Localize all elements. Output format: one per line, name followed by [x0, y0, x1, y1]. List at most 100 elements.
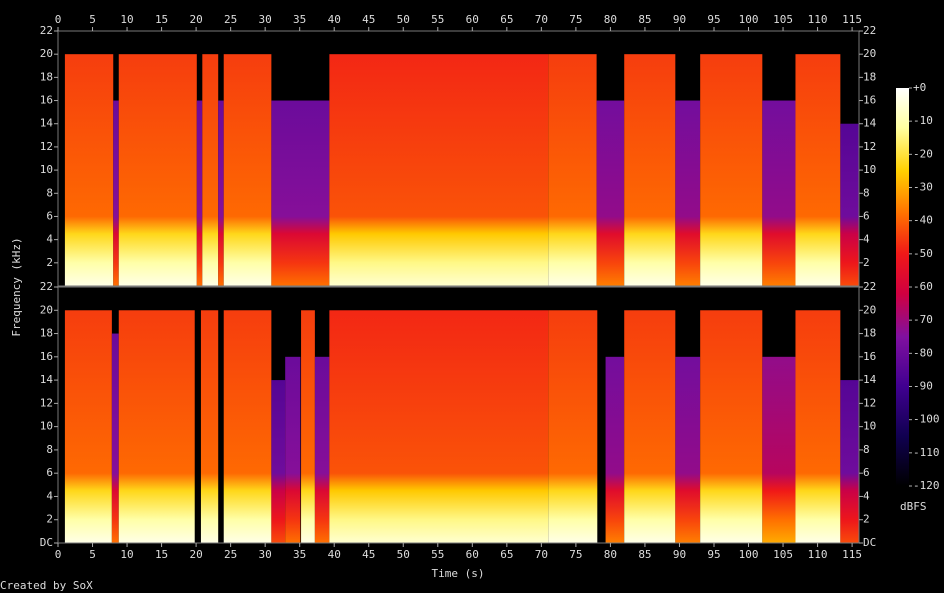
x-tick-label: 70 — [535, 548, 548, 561]
x-tick-label: 35 — [293, 548, 306, 561]
x-tick-label: 5 — [89, 548, 96, 561]
y-tick-label-right: 2 — [863, 513, 870, 526]
y-tick-label: DC — [40, 536, 53, 549]
x-tick-label-top: 5 — [89, 13, 96, 26]
spectrum-segment — [285, 356, 301, 543]
spectrum-segment — [548, 54, 597, 286]
x-tick-label: 55 — [431, 548, 444, 561]
y-tick-label-right: 4 — [863, 233, 870, 246]
y-tick-label: 2 — [46, 256, 53, 269]
y-tick-label-right: 14 — [863, 117, 877, 130]
y-tick-label-right: 6 — [863, 466, 870, 479]
y-tick-label: 16 — [40, 94, 53, 107]
y-tick-label-right: 22 — [863, 24, 876, 37]
spectrum-segment — [762, 100, 796, 286]
y-tick-label: 6 — [46, 209, 53, 222]
x-tick-label: 85 — [638, 548, 651, 561]
spectrum-segment — [223, 54, 272, 286]
spectrum-segment — [113, 100, 119, 286]
spectrum-segment — [840, 123, 859, 287]
colorbar-tick-label: -120 — [913, 479, 940, 492]
x-tick-label-top: 20 — [189, 13, 202, 26]
y-tick-label-right: 16 — [863, 350, 876, 363]
spectrum-segment — [64, 310, 112, 543]
x-tick-label-top: 0 — [55, 13, 62, 26]
y-tick-label-right: DC — [863, 536, 876, 549]
y-tick-label-right: 20 — [863, 303, 876, 316]
colorbar-tick-label: -70 — [913, 313, 933, 326]
y-tick-label: 4 — [46, 489, 53, 502]
y-tick-label-right: 12 — [863, 140, 876, 153]
x-tick-label-top: 60 — [466, 13, 479, 26]
spectrum-segment — [271, 100, 330, 286]
x-tick-label: 30 — [259, 548, 272, 561]
x-tick-label-top: 10 — [120, 13, 133, 26]
spectrum-segment — [700, 310, 763, 543]
y-tick-label-right: 10 — [863, 163, 876, 176]
x-tick-label: 105 — [773, 548, 793, 561]
footer: Created by SoX — [0, 579, 93, 592]
x-tick-label: 100 — [739, 548, 759, 561]
y-tick-label: 4 — [46, 233, 53, 246]
x-tick-label: 15 — [155, 548, 168, 561]
spectrum-segment — [271, 380, 286, 543]
x-tick-label-top: 30 — [259, 13, 272, 26]
y-tick-label: 14 — [40, 373, 54, 386]
x-tick-label: 0 — [55, 548, 62, 561]
x-tick-label-top: 55 — [431, 13, 444, 26]
x-tick-label: 75 — [569, 548, 582, 561]
spectrum-segment — [762, 356, 796, 543]
colorbar-tick-label: -80 — [913, 346, 933, 359]
spectrum-segment — [675, 100, 701, 286]
x-tick-label: 110 — [808, 548, 828, 561]
x-tick-label-top: 35 — [293, 13, 306, 26]
x-tick-label: 45 — [362, 548, 375, 561]
x-tick-label-top: 80 — [604, 13, 617, 26]
spectrum-segment — [795, 310, 841, 543]
y-tick-label-right: 10 — [863, 420, 876, 433]
colorbar-tick-label: -30 — [913, 181, 933, 194]
y-tick-label-right: 14 — [863, 373, 877, 386]
y-tick-label: 12 — [40, 140, 53, 153]
x-axis-label: Time (s) — [432, 567, 485, 580]
plot-frame — [57, 286, 860, 544]
x-tick-label-top: 75 — [569, 13, 582, 26]
y-tick-label-right: 12 — [863, 396, 876, 409]
colorbar-tick-label: -90 — [913, 380, 933, 393]
y-tick-label: 10 — [40, 420, 53, 433]
x-tick-label: 60 — [466, 548, 479, 561]
y-tick-label: 6 — [46, 466, 53, 479]
spectrum-segment — [596, 100, 625, 286]
y-tick-label-right: 4 — [863, 489, 870, 502]
x-tick-label: 25 — [224, 548, 237, 561]
spectrum-segment — [624, 54, 676, 286]
spectrum-segment — [329, 310, 549, 543]
y-tick-label-right: 18 — [863, 70, 876, 83]
x-tick-label-top: 70 — [535, 13, 548, 26]
spectrum-segment — [675, 356, 701, 543]
spectrum-segment — [202, 54, 219, 286]
x-tick-label: 50 — [397, 548, 410, 561]
y-tick-label: 20 — [40, 303, 53, 316]
spectrum-segment — [223, 310, 272, 543]
y-tick-label: 20 — [40, 47, 53, 60]
spectrum-segment — [329, 54, 549, 286]
x-tick-label: 80 — [604, 548, 617, 561]
spectrum-segment — [314, 356, 330, 543]
spectrum-segment — [118, 310, 195, 543]
y-tick-label: 22 — [40, 24, 53, 37]
colorbar-tick-label: -60 — [913, 280, 933, 293]
x-tick-label-top: 50 — [397, 13, 410, 26]
x-tick-label-top: 100 — [739, 13, 759, 26]
y-tick-label-right: 22 — [863, 280, 876, 293]
x-tick-label-top: 115 — [842, 13, 862, 26]
y-tick-label: 14 — [40, 117, 54, 130]
y-tick-label: 22 — [40, 280, 53, 293]
spectrum-segment — [548, 310, 598, 543]
spectrum-segment — [118, 54, 197, 286]
colorbar-label: dBFS — [900, 500, 927, 513]
y-tick-label-right: 6 — [863, 209, 870, 222]
y-tick-label: 12 — [40, 396, 53, 409]
spectrum-segment — [196, 100, 203, 286]
